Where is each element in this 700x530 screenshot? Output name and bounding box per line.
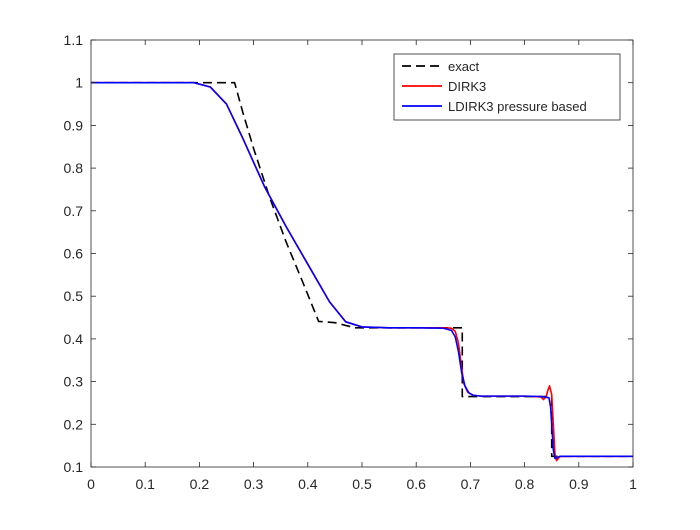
x-tick-label: 0.2 [190, 476, 210, 492]
x-tick-label: 1 [629, 476, 637, 492]
x-tick-label: 0.9 [569, 476, 589, 492]
y-tick-label: 0.6 [64, 246, 84, 262]
series-layer [91, 81, 633, 462]
y-tick-label: 0.7 [64, 203, 84, 219]
y-tick-label: 0.5 [64, 288, 84, 304]
x-tick-label: 0.4 [298, 476, 318, 492]
series-line-ldirk3-pressure-based [91, 81, 633, 460]
y-tick-label: 0.9 [64, 117, 84, 133]
y-tick-label: 1 [75, 75, 83, 91]
x-tick-label: 0.8 [515, 476, 535, 492]
x-tick-label: 0.7 [461, 476, 481, 492]
x-tick-label: 0.3 [244, 476, 264, 492]
legend: exact DIRK3 LDIRK3 pressure based [393, 53, 621, 121]
y-tick-label: 0.8 [64, 160, 84, 176]
y-tick-label: 1.1 [64, 32, 84, 48]
axes-layer: 0 0.1 0.2 0.3 0.4 0.5 0.6 0.7 0.8 0.9 10.10.20.30.… [64, 32, 638, 492]
legend-label: DIRK3 [448, 79, 486, 94]
y-tick-label: 0.4 [64, 331, 84, 347]
x-tick-label: 0.6 [406, 476, 426, 492]
x-tick-label: 0.1 [135, 476, 155, 492]
series-line-exact [91, 81, 633, 458]
legend-box [393, 53, 621, 121]
x-tick-label: 0 [87, 476, 95, 492]
y-tick-label: 0.1 [64, 459, 84, 475]
legend-label: exact [448, 59, 479, 74]
y-tick-label: 0.3 [64, 374, 84, 390]
legend-label: LDIRK3 pressure based [448, 99, 587, 114]
y-tick-label: 0.2 [64, 416, 84, 432]
x-tick-label: 0.5 [352, 476, 372, 492]
